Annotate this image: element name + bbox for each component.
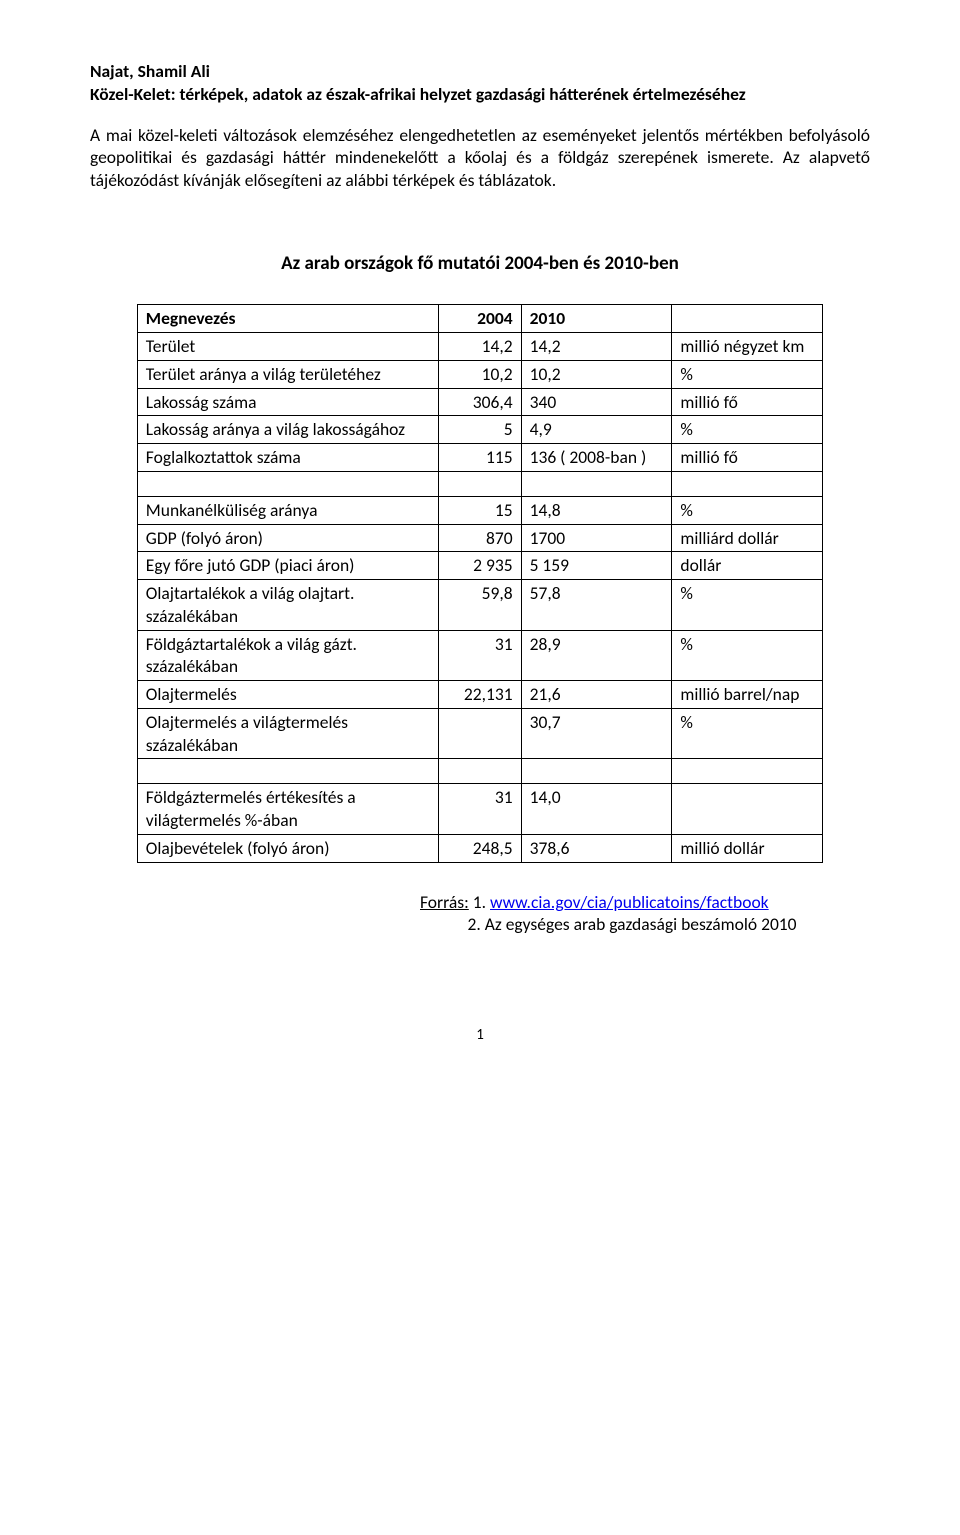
cell-label: Lakosság száma — [137, 388, 439, 416]
cell-2004: 31 — [439, 630, 521, 681]
cell-label: Olajtermelés — [137, 681, 439, 709]
cell-2004: 10,2 — [439, 360, 521, 388]
cell-2010: 340 — [521, 388, 672, 416]
cell-2004: 31 — [439, 784, 521, 835]
cell-unit: dollár — [672, 552, 823, 580]
cell-unit: milliárd dollár — [672, 524, 823, 552]
table-row: Olajtermelés a világtermelés százalékába… — [137, 708, 822, 759]
cell-label: Olajtartalékok a világ olajtart. százalé… — [137, 580, 439, 631]
header-unit — [672, 305, 823, 333]
cell-2010: 28,9 — [521, 630, 672, 681]
table-row: Lakosság száma 306,4 340 millió fő — [137, 388, 822, 416]
cell-unit: % — [672, 496, 823, 524]
table-row: Olajtermelés 22,131 21,6 millió barrel/n… — [137, 681, 822, 709]
table-row: Lakosság aránya a világ lakosságához 5 4… — [137, 416, 822, 444]
cell-2004: 5 — [439, 416, 521, 444]
cell-2004: 306,4 — [439, 388, 521, 416]
cell-2010: 30,7 — [521, 708, 672, 759]
cell-label: Olajbevételek (folyó áron) — [137, 834, 439, 862]
sources-block: Forrás: 1. www.cia.gov/cia/publicatoins/… — [420, 891, 870, 937]
sources-label: Forrás: — [420, 891, 469, 913]
cell-unit: % — [672, 630, 823, 681]
cell-label: Terület aránya a világ területéhez — [137, 360, 439, 388]
header-2010: 2010 — [521, 305, 672, 333]
cell-label: Földgáztermelés értékesítés a világterme… — [137, 784, 439, 835]
cell-label: Lakosság aránya a világ lakosságához — [137, 416, 439, 444]
source-1-link[interactable]: www.cia.gov/cia/publicatoins/factbook — [490, 891, 769, 913]
cell-label: Foglalkoztattok száma — [137, 444, 439, 472]
cell-label: Olajtermelés a világtermelés százalékába… — [137, 708, 439, 759]
table-row: Földgáztartalékok a világ gázt. százalék… — [137, 630, 822, 681]
cell-unit: % — [672, 708, 823, 759]
cell-2010: 10,2 — [521, 360, 672, 388]
cell-2004: 14,2 — [439, 333, 521, 361]
cell-2010: 4,9 — [521, 416, 672, 444]
cell-2010: 1700 — [521, 524, 672, 552]
document-title: Közel-Kelet: térképek, adatok az észak-a… — [90, 83, 870, 106]
table-spacer — [137, 471, 822, 496]
table-row: GDP (folyó áron) 870 1700 milliárd dollá… — [137, 524, 822, 552]
table-spacer — [137, 759, 822, 784]
cell-2004: 248,5 — [439, 834, 521, 862]
table-row: Terület aránya a világ területéhez 10,2 … — [137, 360, 822, 388]
cell-unit: millió négyzet km — [672, 333, 823, 361]
indicators-table: Megnevezés 2004 2010 Terület 14,2 14,2 m… — [137, 304, 823, 862]
source-2: 2. Az egységes arab gazdasági beszámoló … — [467, 913, 796, 935]
intro-paragraph: A mai közel-keleti változások elemzéséhe… — [90, 124, 870, 192]
cell-2010: 378,6 — [521, 834, 672, 862]
table-header-row: Megnevezés 2004 2010 — [137, 305, 822, 333]
cell-2010: 57,8 — [521, 580, 672, 631]
table-row: Terület 14,2 14,2 millió négyzet km — [137, 333, 822, 361]
table-row: Munkanélküliség aránya 15 14,8 % — [137, 496, 822, 524]
cell-unit: millió dollár — [672, 834, 823, 862]
author-name: Najat, Shamil Ali — [90, 60, 870, 83]
cell-unit: millió fő — [672, 388, 823, 416]
table-row: Egy főre jutó GDP (piaci áron) 2 935 5 1… — [137, 552, 822, 580]
table-row: Olajtartalékok a világ olajtart. százalé… — [137, 580, 822, 631]
cell-unit: % — [672, 580, 823, 631]
cell-unit: millió barrel/nap — [672, 681, 823, 709]
header-label: Megnevezés — [137, 305, 439, 333]
cell-2010: 14,8 — [521, 496, 672, 524]
cell-label: Terület — [137, 333, 439, 361]
cell-label: Földgáztartalékok a világ gázt. százalék… — [137, 630, 439, 681]
cell-label: Munkanélküliség aránya — [137, 496, 439, 524]
cell-2004 — [439, 708, 521, 759]
cell-2004: 870 — [439, 524, 521, 552]
header-2004: 2004 — [439, 305, 521, 333]
section-heading: Az arab országok fő mutatói 2004-ben és … — [90, 252, 870, 277]
cell-unit — [672, 784, 823, 835]
cell-2004: 59,8 — [439, 580, 521, 631]
cell-2010: 5 159 — [521, 552, 672, 580]
cell-2010: 21,6 — [521, 681, 672, 709]
source-1-prefix: 1. — [473, 891, 490, 913]
cell-2004: 2 935 — [439, 552, 521, 580]
cell-2004: 15 — [439, 496, 521, 524]
table-row: Olajbevételek (folyó áron) 248,5 378,6 m… — [137, 834, 822, 862]
cell-unit: % — [672, 416, 823, 444]
cell-2004: 115 — [439, 444, 521, 472]
cell-unit: % — [672, 360, 823, 388]
table-row: Földgáztermelés értékesítés a világterme… — [137, 784, 822, 835]
cell-label: Egy főre jutó GDP (piaci áron) — [137, 552, 439, 580]
cell-2010: 136 ( 2008-ban ) — [521, 444, 672, 472]
cell-label: GDP (folyó áron) — [137, 524, 439, 552]
cell-2010: 14,2 — [521, 333, 672, 361]
cell-2004: 22,131 — [439, 681, 521, 709]
table-row: Foglalkoztattok száma 115 136 ( 2008-ban… — [137, 444, 822, 472]
page-number: 1 — [90, 1026, 870, 1046]
cell-unit: millió fő — [672, 444, 823, 472]
cell-2010: 14,0 — [521, 784, 672, 835]
